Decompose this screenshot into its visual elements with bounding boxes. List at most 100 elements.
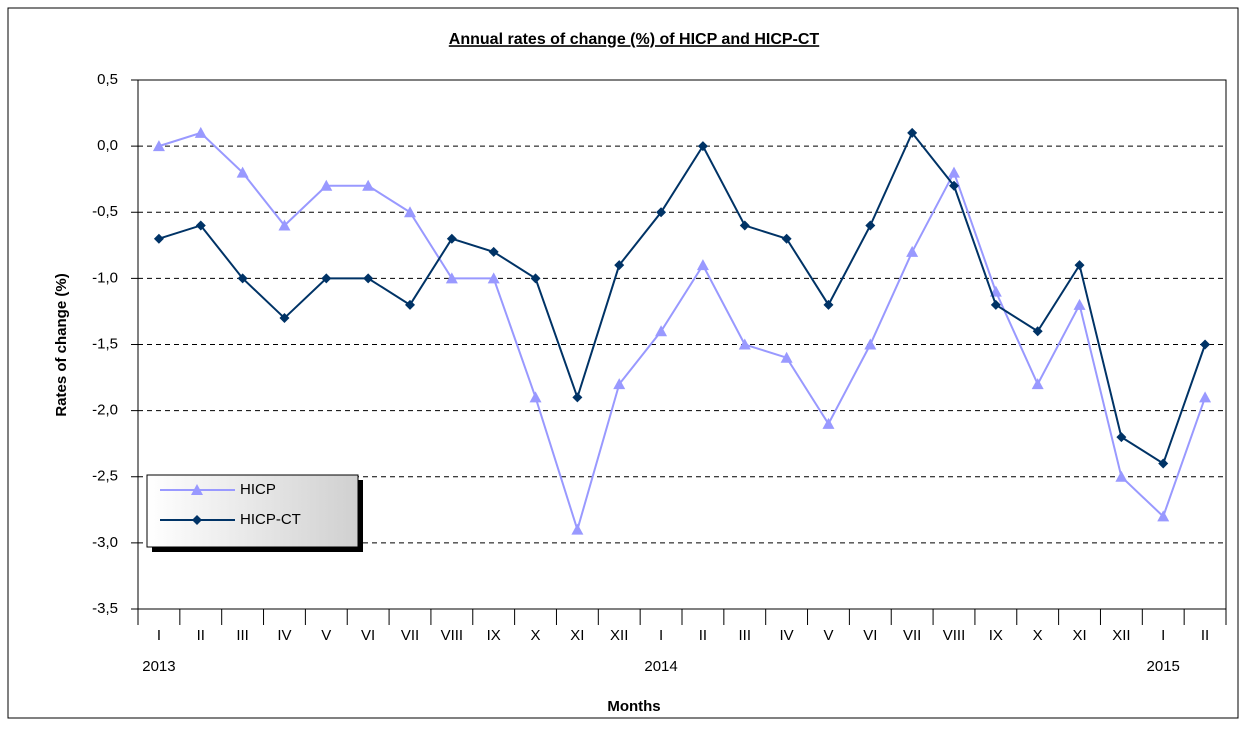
diamond-marker [488, 246, 499, 257]
x-tick-label: VI [863, 627, 877, 644]
triangle-marker [236, 166, 249, 178]
x-tick-label: VIII [441, 627, 464, 644]
triangle-marker [1199, 391, 1212, 403]
x-tick-label: VII [401, 627, 419, 644]
triangle-marker [404, 206, 416, 218]
triangle-marker [613, 378, 626, 390]
x-tick-label: XII [1112, 627, 1130, 644]
diamond-marker [1200, 339, 1211, 350]
triangle-marker [1031, 378, 1044, 390]
triangle-marker [320, 179, 333, 191]
legend-marker [191, 484, 203, 495]
x-tick-label: XII [610, 627, 628, 644]
x-tick-label: II [1201, 627, 1209, 644]
diamond-marker [823, 299, 834, 310]
diamond-marker [363, 273, 374, 284]
y-tick-label: 0,5 [97, 71, 118, 88]
diamond-marker [1032, 326, 1043, 337]
x-tick-label: I [157, 627, 161, 644]
x-tick-label: IX [487, 627, 501, 644]
year-label: 2013 [142, 658, 175, 675]
y-tick-label: -3,0 [92, 534, 118, 551]
diamond-marker [237, 273, 248, 284]
y-tick-label: -1,0 [92, 269, 118, 286]
x-tick-label: XI [570, 627, 584, 644]
triangle-marker [1157, 510, 1170, 522]
x-tick-label: IX [989, 627, 1003, 644]
x-tick-label: IV [780, 627, 794, 644]
diamond-marker [405, 299, 415, 310]
y-tick-label: -1,5 [92, 335, 118, 352]
x-axis-title: Months [607, 698, 660, 715]
x-tick-label: II [197, 627, 205, 644]
triangle-marker [655, 325, 668, 337]
triangle-marker [362, 179, 375, 191]
triangle-marker [487, 272, 500, 284]
diamond-marker [572, 392, 583, 403]
diamond-marker [1158, 458, 1169, 469]
x-tick-label: II [699, 627, 707, 644]
diamond-marker [1116, 432, 1127, 443]
year-label: 2014 [644, 658, 677, 675]
chart-frame [7, 7, 1239, 719]
diamond-marker [865, 220, 876, 231]
triangle-marker [152, 140, 165, 152]
triangle-marker [780, 351, 793, 363]
diamond-marker [907, 127, 918, 138]
triangle-marker [1073, 298, 1086, 310]
diamond-marker [949, 180, 959, 191]
triangle-marker [822, 417, 835, 429]
x-tick-label: VI [361, 627, 375, 644]
x-tick-label: VII [903, 627, 921, 644]
x-tick-label: X [1033, 627, 1043, 644]
diamond-marker [279, 313, 290, 324]
diamond-marker [1074, 260, 1085, 271]
diamond-marker [195, 220, 206, 231]
legend-box [146, 474, 359, 548]
legend-marker [192, 515, 202, 525]
diamond-marker [990, 299, 1001, 310]
year-label: 2015 [1147, 658, 1180, 675]
triangle-marker [864, 338, 877, 350]
x-tick-label: III [739, 627, 752, 644]
y-tick-label: -3,5 [92, 600, 118, 617]
triangle-marker [948, 166, 960, 178]
x-tick-label: I [659, 627, 663, 644]
diamond-marker [614, 260, 625, 271]
x-tick-label: IV [277, 627, 291, 644]
x-tick-label: XI [1072, 627, 1086, 644]
y-axis-title: Rates of change (%) [53, 273, 70, 416]
y-tick-label: -2,0 [92, 402, 118, 419]
diamond-marker [781, 233, 792, 244]
diamond-marker [446, 233, 457, 244]
triangle-marker [445, 272, 458, 284]
triangle-marker [571, 523, 584, 535]
x-tick-label: X [531, 627, 541, 644]
y-tick-label: -2,5 [92, 468, 118, 485]
series-line [158, 131, 1207, 534]
diamond-marker [739, 220, 750, 231]
series-line [158, 130, 1207, 466]
x-tick-label: V [823, 627, 833, 644]
diamond-marker [321, 273, 332, 284]
legend-label: HICP-CT [240, 511, 301, 528]
triangle-marker [529, 391, 542, 403]
triangle-marker [194, 126, 207, 138]
y-tick-label: 0,0 [97, 137, 118, 154]
x-tick-label: VIII [943, 627, 966, 644]
triangle-marker [696, 259, 709, 271]
x-tick-label: III [236, 627, 249, 644]
chart-title: Annual rates of change (%) of HICP and H… [449, 31, 820, 48]
triangle-marker [278, 219, 291, 231]
x-tick-label: V [321, 627, 331, 644]
x-tick-label: I [1161, 627, 1165, 644]
diamond-marker [530, 273, 541, 284]
triangle-marker [738, 338, 751, 350]
triangle-marker [906, 245, 919, 257]
diamond-marker [153, 233, 164, 244]
triangle-marker [1115, 470, 1128, 482]
diamond-marker [697, 141, 708, 152]
y-tick-label: -0,5 [92, 203, 118, 220]
legend-label: HICP [240, 481, 276, 498]
